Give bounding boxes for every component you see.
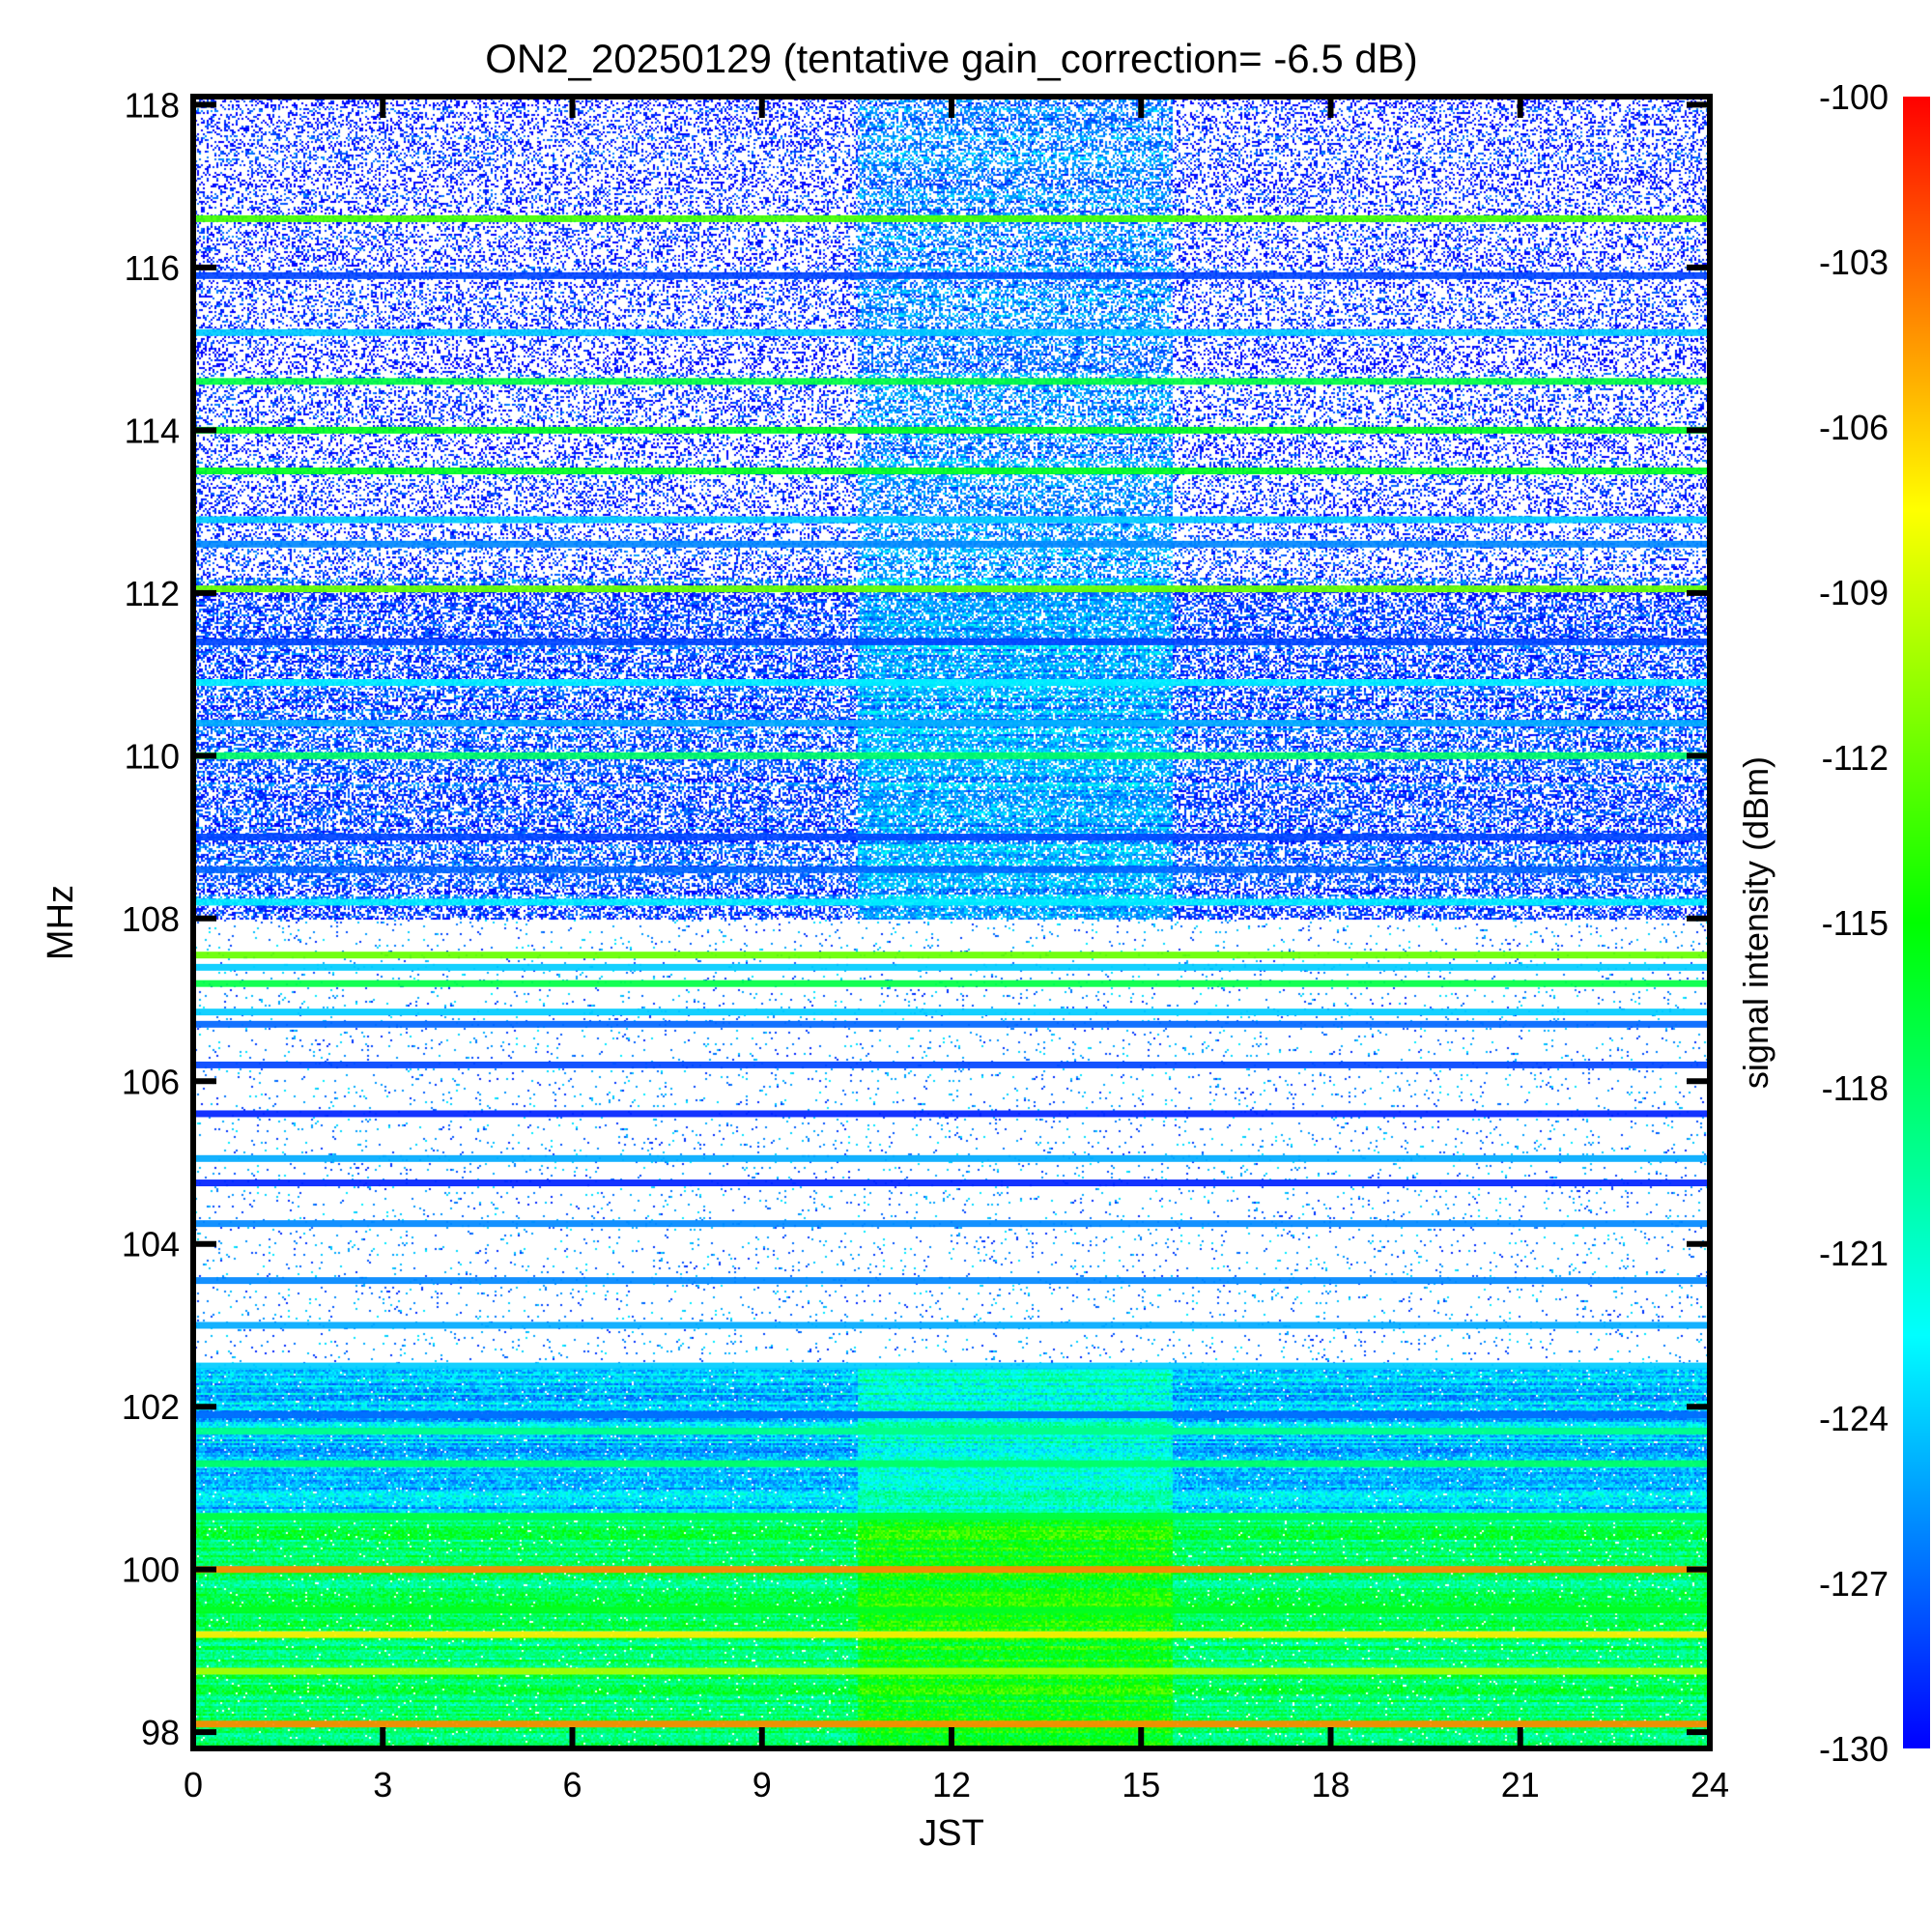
x-tick-label: 0: [184, 1765, 203, 1804]
x-tick-label: 3: [373, 1765, 392, 1804]
band-line: [193, 1362, 1710, 1370]
y-axis-label: MHz: [41, 885, 81, 960]
colorbar-tick-label: -121: [1819, 1234, 1889, 1273]
y-tick-label: 110: [125, 736, 180, 776]
y-tick-label: 104: [122, 1225, 180, 1264]
colorbar-tick-label: -118: [1822, 1068, 1889, 1108]
band-line: [193, 679, 1710, 687]
band-line: [193, 638, 1710, 645]
chart-title: ON2_20250129 (tentative gain_correction=…: [485, 36, 1417, 81]
band-line: [193, 1277, 1710, 1285]
band-line: [193, 426, 1710, 434]
band-line: [193, 866, 1710, 873]
band-line: [193, 1720, 1710, 1728]
colorbar-label: signal intensity (dBm): [1736, 756, 1776, 1089]
band-line: [193, 1009, 1710, 1016]
x-tick-label: 18: [1311, 1765, 1350, 1804]
y-tick-label: 100: [122, 1550, 180, 1590]
y-tick-label: 114: [125, 411, 180, 450]
y-tick-label: 116: [125, 248, 180, 288]
colorbar-tick-label: -127: [1819, 1564, 1889, 1604]
y-tick-label: 102: [122, 1387, 180, 1427]
band-line: [193, 952, 1710, 959]
band-line: [193, 1513, 1710, 1520]
colorbar: [1903, 97, 1930, 1748]
band-line: [193, 1154, 1710, 1162]
band-line: [193, 1321, 1710, 1329]
band-line: [193, 1061, 1710, 1068]
band-line: [193, 1110, 1710, 1118]
band-line: [193, 752, 1710, 759]
x-axis-label: JST: [919, 1813, 984, 1854]
colorbar-tick-label: -106: [1819, 408, 1889, 447]
band-line: [193, 540, 1710, 548]
band-line: [193, 1566, 1710, 1574]
x-tick-label: 6: [562, 1765, 582, 1804]
band-line: [193, 1179, 1710, 1187]
heatmap-raster: [193, 97, 1710, 1748]
x-axis: 0 3 6 9 12 15 18 21 24: [184, 97, 1729, 1804]
band-line: [193, 898, 1710, 906]
x-tick-label: 15: [1122, 1765, 1160, 1804]
colorbar-tick-label: -103: [1819, 242, 1889, 282]
colorbar-tick-label: -100: [1819, 77, 1889, 117]
band-line: [193, 1020, 1710, 1028]
colorbar-tick-label: -130: [1819, 1729, 1889, 1769]
x-tick-label: 24: [1690, 1765, 1729, 1804]
colorbar-tick-label: -112: [1822, 738, 1889, 778]
colorbar-tick-label: -109: [1819, 573, 1889, 612]
band-line: [193, 963, 1710, 971]
colorbar-ticks: -100 -103 -106 -109 -112 -115 -118 -121 -124 -127…: [1819, 77, 1889, 1769]
x-tick-label: 9: [753, 1765, 772, 1804]
colorbar-tick-label: -115: [1822, 903, 1889, 943]
band-line: [193, 1631, 1710, 1638]
y-axis: 98 100 102 104 106 108 110 112 114 116 118: [122, 85, 1710, 1752]
colorbar-tick-label: -124: [1819, 1399, 1889, 1438]
y-tick-label: 108: [122, 899, 180, 939]
band-line: [193, 585, 1710, 593]
band-line: [193, 271, 1710, 279]
band-line: [193, 1667, 1710, 1675]
frequency-bands: [193, 214, 1710, 1728]
band-line: [193, 378, 1710, 385]
band-line: [193, 328, 1710, 336]
y-tick-label: 106: [122, 1062, 180, 1101]
band-line: [193, 1427, 1710, 1435]
band-line: [193, 1606, 1710, 1614]
heatmap-raster-container: [193, 97, 1710, 1748]
y-tick-label: 112: [125, 574, 180, 613]
x-tick-label: 21: [1501, 1765, 1540, 1804]
band-line: [193, 980, 1710, 987]
band-line: [193, 214, 1710, 222]
band-line: [193, 516, 1710, 524]
band-line: [193, 720, 1710, 727]
y-tick-label: 118: [125, 85, 180, 125]
y-tick-label: 98: [141, 1713, 180, 1752]
band-line: [193, 1460, 1710, 1467]
band-line: [193, 834, 1710, 841]
band-line: [193, 467, 1710, 474]
band-line: [193, 1411, 1710, 1419]
x-tick-label: 12: [932, 1765, 971, 1804]
band-line: [193, 1220, 1710, 1228]
